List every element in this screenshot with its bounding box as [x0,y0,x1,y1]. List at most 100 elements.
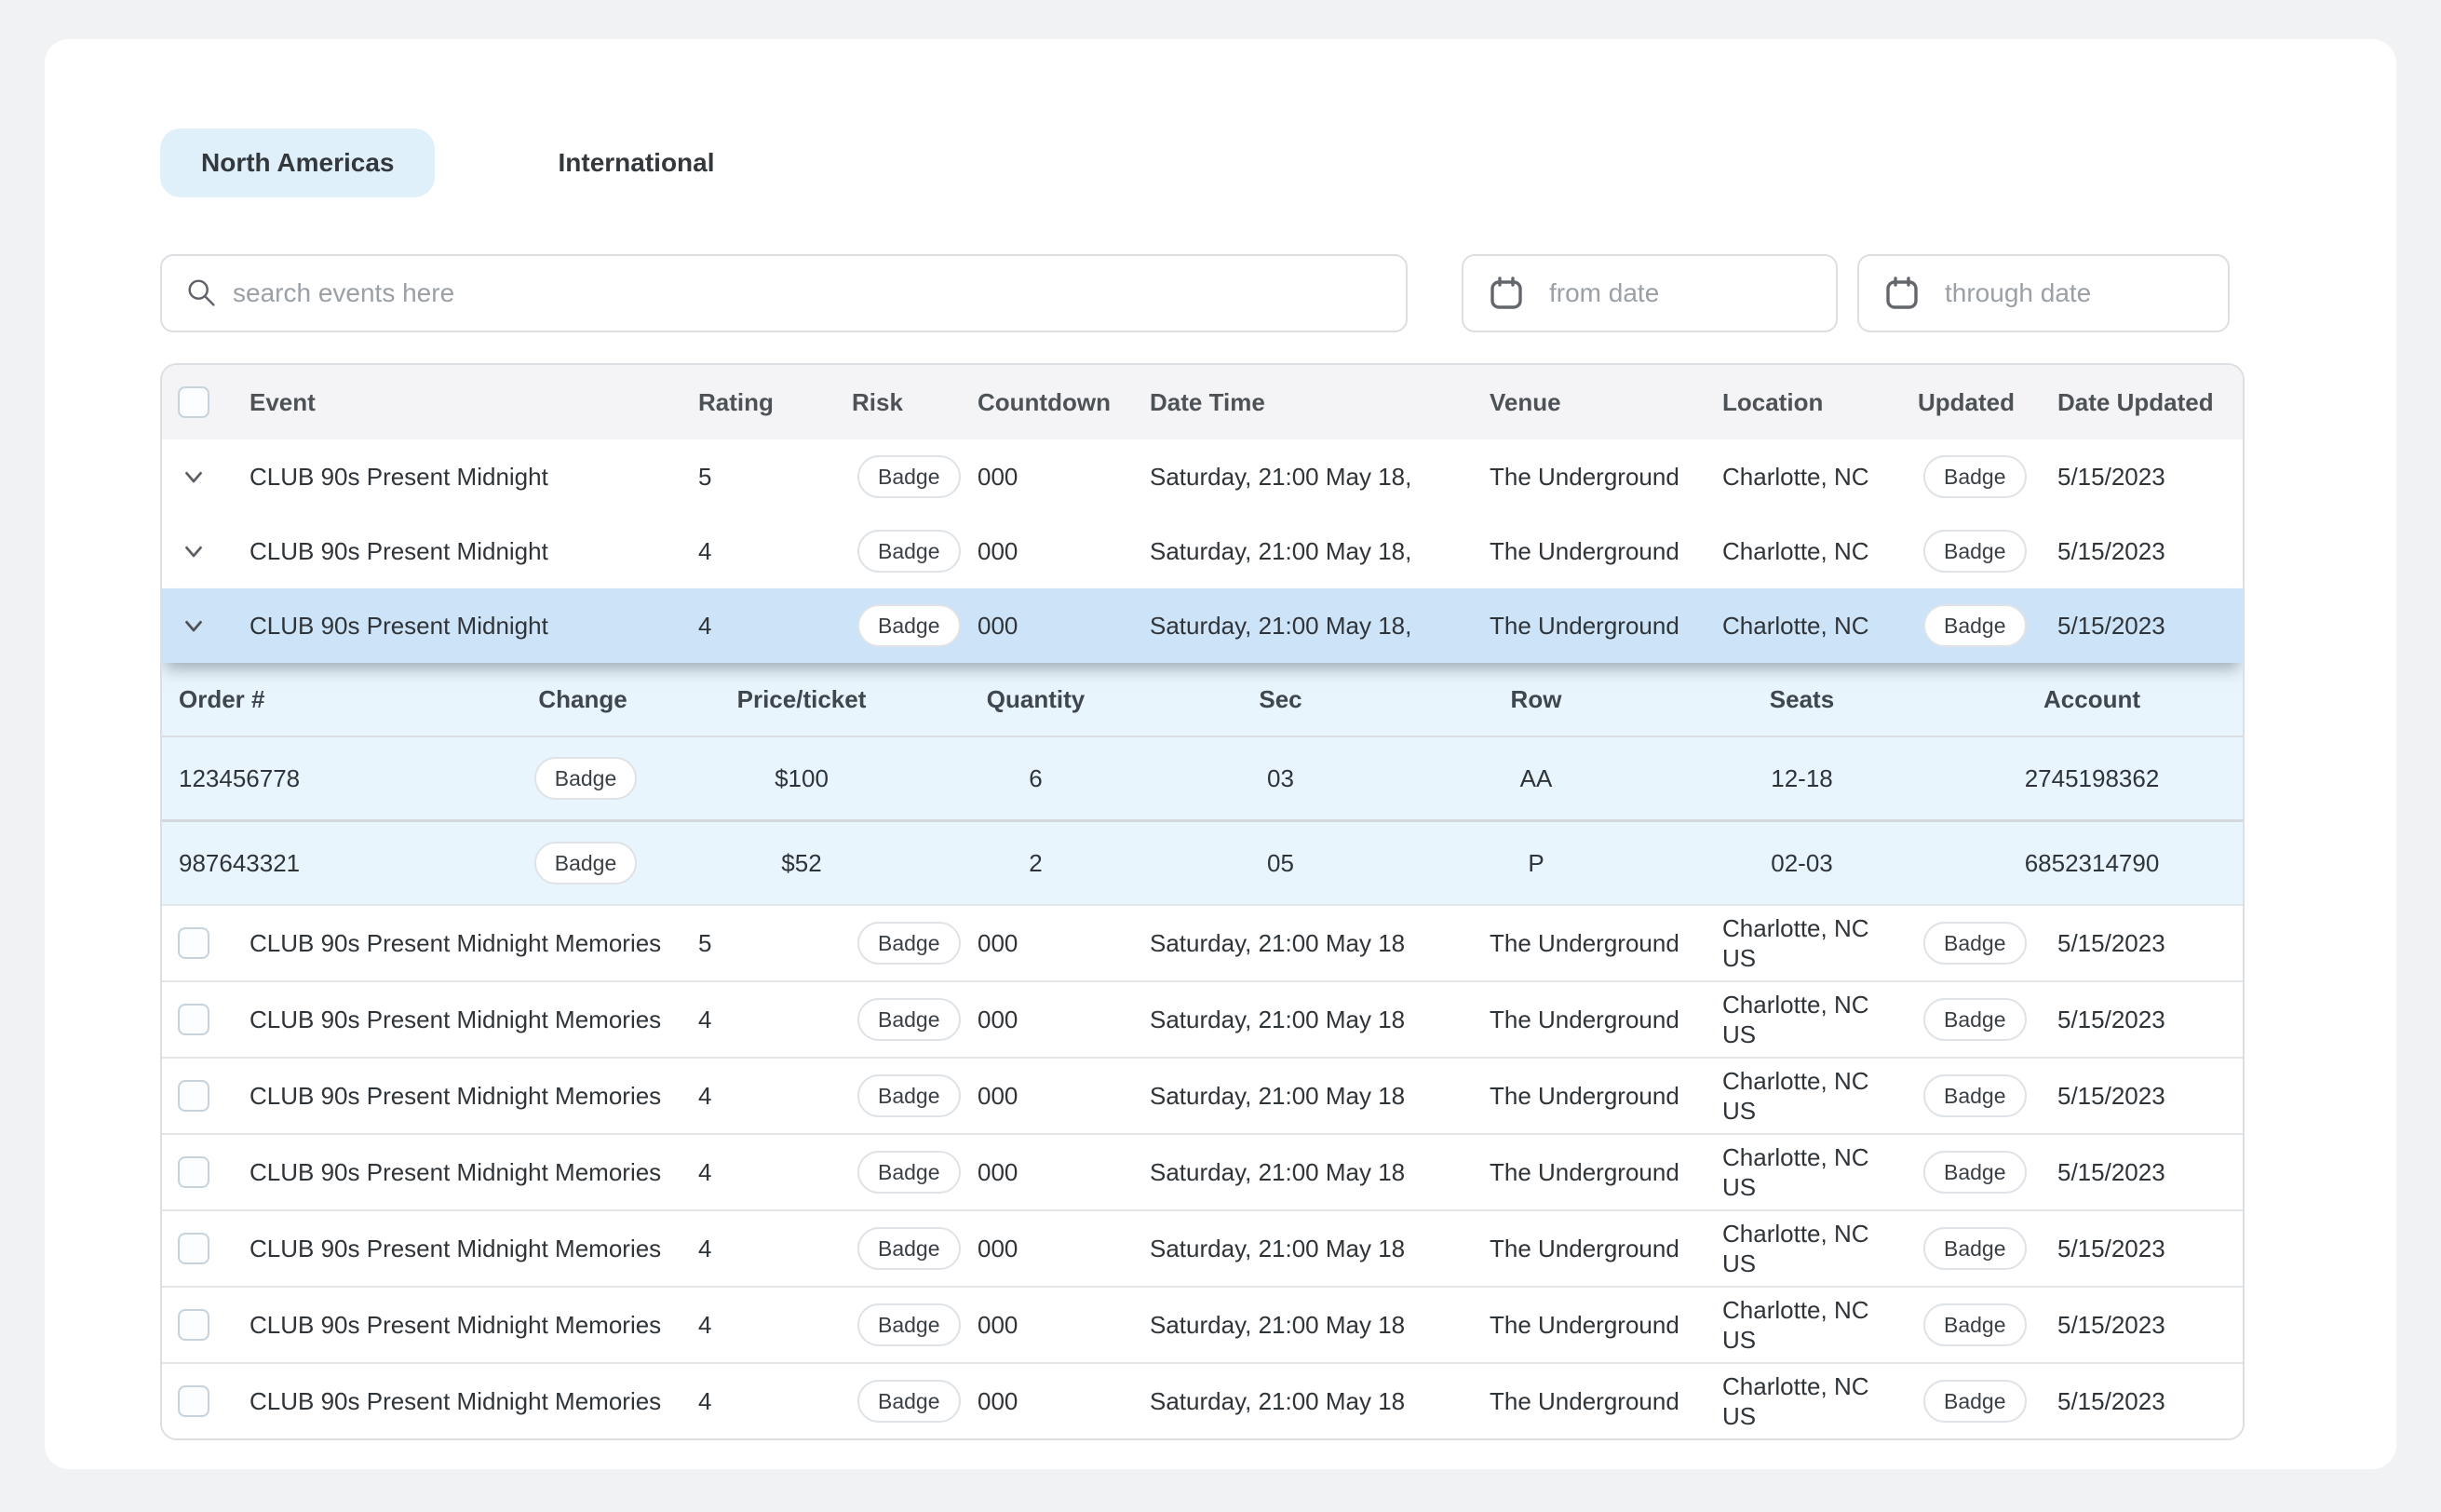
select-all-checkbox[interactable] [178,386,209,418]
event-rating: 4 [698,1081,712,1110]
column-header-seats: Seats [1769,684,1835,713]
event-venue: The Underground [1490,611,1679,640]
updated-badge: Badge [1923,921,2027,965]
order-number: 987643321 [179,848,301,877]
event-location: Charlotte, NC US [1722,913,1869,973]
search-input[interactable]: search events here [160,254,1408,332]
order-row[interactable]: 987643321 Badge $52 2 05 P 02-03 6852314… [162,819,2243,904]
column-header-order: Order # [179,684,265,713]
event-row[interactable]: CLUB 90s Present Midnight Memories 4 Bad… [162,1133,2243,1209]
event-row[interactable]: CLUB 90s Present Midnight Memories 4 Bad… [162,1362,2243,1438]
event-row-selected[interactable]: CLUB 90s Present Midnight 4 Badge 000 Sa… [162,588,2243,663]
order-seats: 12-18 [1771,763,1833,792]
column-header-location: Location [1722,387,1824,416]
column-header-date-time: Date Time [1150,387,1265,416]
row-checkbox[interactable] [178,927,209,959]
event-countdown: 000 [978,1234,1018,1262]
column-header-price-ticket: Price/ticket [736,684,867,713]
calendar-icon [1488,275,1525,312]
order-number: 123456778 [179,763,301,792]
event-rating: 4 [698,1310,712,1339]
event-location: Charlotte, NC US [1722,1066,1869,1126]
event-date-time: Saturday, 21:00 May 18 [1150,1005,1406,1033]
row-checkbox[interactable] [178,1385,209,1417]
event-name: CLUB 90s Present Midnight Memories [249,1157,662,1186]
chevron-down-icon[interactable] [162,612,225,640]
event-date-time: Saturday, 21:00 May 18 [1150,1234,1406,1262]
chevron-down-icon[interactable] [162,537,225,565]
event-location: Charlotte, NC [1722,611,1869,640]
event-venue: The Underground [1490,1005,1679,1033]
order-account: 2745198362 [2024,763,2160,792]
event-date-updated: 5/15/2023 [2057,1234,2165,1262]
event-name: CLUB 90s Present Midnight [249,611,548,640]
calendar-icon [1883,275,1921,312]
updated-badge: Badge [1923,1150,2027,1195]
from-date-input[interactable]: from date [1462,254,1838,332]
events-table: Event Rating Risk Countdown Date Time Ve… [160,363,2245,1440]
main-card: North Americas International search even… [45,39,2396,1469]
event-name: CLUB 90s Present Midnight Memories [249,1005,662,1033]
event-date-time: Saturday, 21:00 May 18 [1150,1157,1406,1186]
event-countdown: 000 [978,611,1018,640]
event-date-time: Saturday, 21:00 May 18, [1150,611,1412,640]
column-header-account: Account [2043,684,2140,713]
from-date-placeholder: from date [1549,278,1660,307]
event-name: CLUB 90s Present Midnight Memories [249,1081,662,1110]
updated-badge: Badge [1923,1073,2027,1118]
row-checkbox[interactable] [178,1080,209,1112]
event-date-updated: 5/15/2023 [2057,462,2165,491]
risk-badge: Badge [857,1150,961,1195]
column-header-updated: Updated [1918,387,2015,416]
event-rating: 4 [698,1005,712,1033]
event-row[interactable]: CLUB 90s Present Midnight Memories 5 Bad… [162,904,2243,980]
event-venue: The Underground [1490,1081,1679,1110]
tab-international[interactable]: International [558,148,715,177]
event-name: CLUB 90s Present Midnight Memories [249,928,662,957]
row-checkbox[interactable] [178,1233,209,1264]
event-name: CLUB 90s Present Midnight Memories [249,1234,662,1262]
tab-north-americas[interactable]: North Americas [160,128,436,197]
event-location: Charlotte, NC [1722,462,1869,491]
event-date-updated: 5/15/2023 [2057,611,2165,640]
event-row[interactable]: CLUB 90s Present Midnight Memories 4 Bad… [162,1209,2243,1286]
risk-badge: Badge [857,603,961,648]
event-venue: The Underground [1490,462,1679,491]
event-row[interactable]: CLUB 90s Present Midnight Memories 4 Bad… [162,980,2243,1057]
event-countdown: 000 [978,1081,1018,1110]
event-location: Charlotte, NC US [1722,1142,1869,1202]
orders-subtable-header: Order # Change Price/ticket Quantity Sec… [162,663,2243,737]
event-location: Charlotte, NC US [1722,1295,1869,1355]
event-countdown: 000 [978,462,1018,491]
order-row[interactable]: 123456778 Badge $100 6 03 AA 12-18 27451… [162,737,2243,819]
chevron-down-icon[interactable] [162,463,225,491]
through-date-input[interactable]: through date [1857,254,2230,332]
event-row[interactable]: CLUB 90s Present Midnight Memories 4 Bad… [162,1057,2243,1133]
order-account: 6852314790 [2024,848,2160,877]
event-venue: The Underground [1490,1157,1679,1186]
row-checkbox[interactable] [178,1004,209,1035]
event-rating: 4 [698,1386,712,1415]
row-checkbox[interactable] [178,1156,209,1188]
event-row[interactable]: CLUB 90s Present Midnight 5 Badge 000 Sa… [162,439,2243,514]
event-venue: The Underground [1490,1310,1679,1339]
risk-badge: Badge [857,529,961,574]
order-price: $100 [775,763,829,792]
risk-badge: Badge [857,454,961,499]
change-badge: Badge [533,756,638,801]
event-date-time: Saturday, 21:00 May 18, [1150,462,1412,491]
event-venue: The Underground [1490,1386,1679,1415]
event-rating: 4 [698,536,712,565]
updated-badge: Badge [1923,454,2027,499]
event-countdown: 000 [978,1157,1018,1186]
change-cell: Badge [475,756,683,801]
event-row[interactable]: CLUB 90s Present Midnight Memories 4 Bad… [162,1286,2243,1362]
event-rating: 5 [698,928,712,957]
row-checkbox[interactable] [178,1309,209,1341]
event-rating: 5 [698,462,712,491]
event-row[interactable]: CLUB 90s Present Midnight 4 Badge 000 Sa… [162,514,2243,588]
updated-badge: Badge [1923,997,2027,1042]
risk-badge: Badge [857,997,961,1042]
event-venue: The Underground [1490,1234,1679,1262]
event-date-time: Saturday, 21:00 May 18 [1150,1386,1406,1415]
